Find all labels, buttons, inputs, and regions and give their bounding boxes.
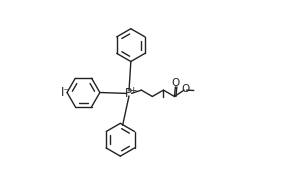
Text: O: O — [181, 84, 190, 94]
Text: O: O — [172, 78, 180, 88]
Text: +: + — [129, 86, 137, 95]
Text: P: P — [125, 87, 131, 100]
Text: I⁻: I⁻ — [61, 86, 71, 99]
